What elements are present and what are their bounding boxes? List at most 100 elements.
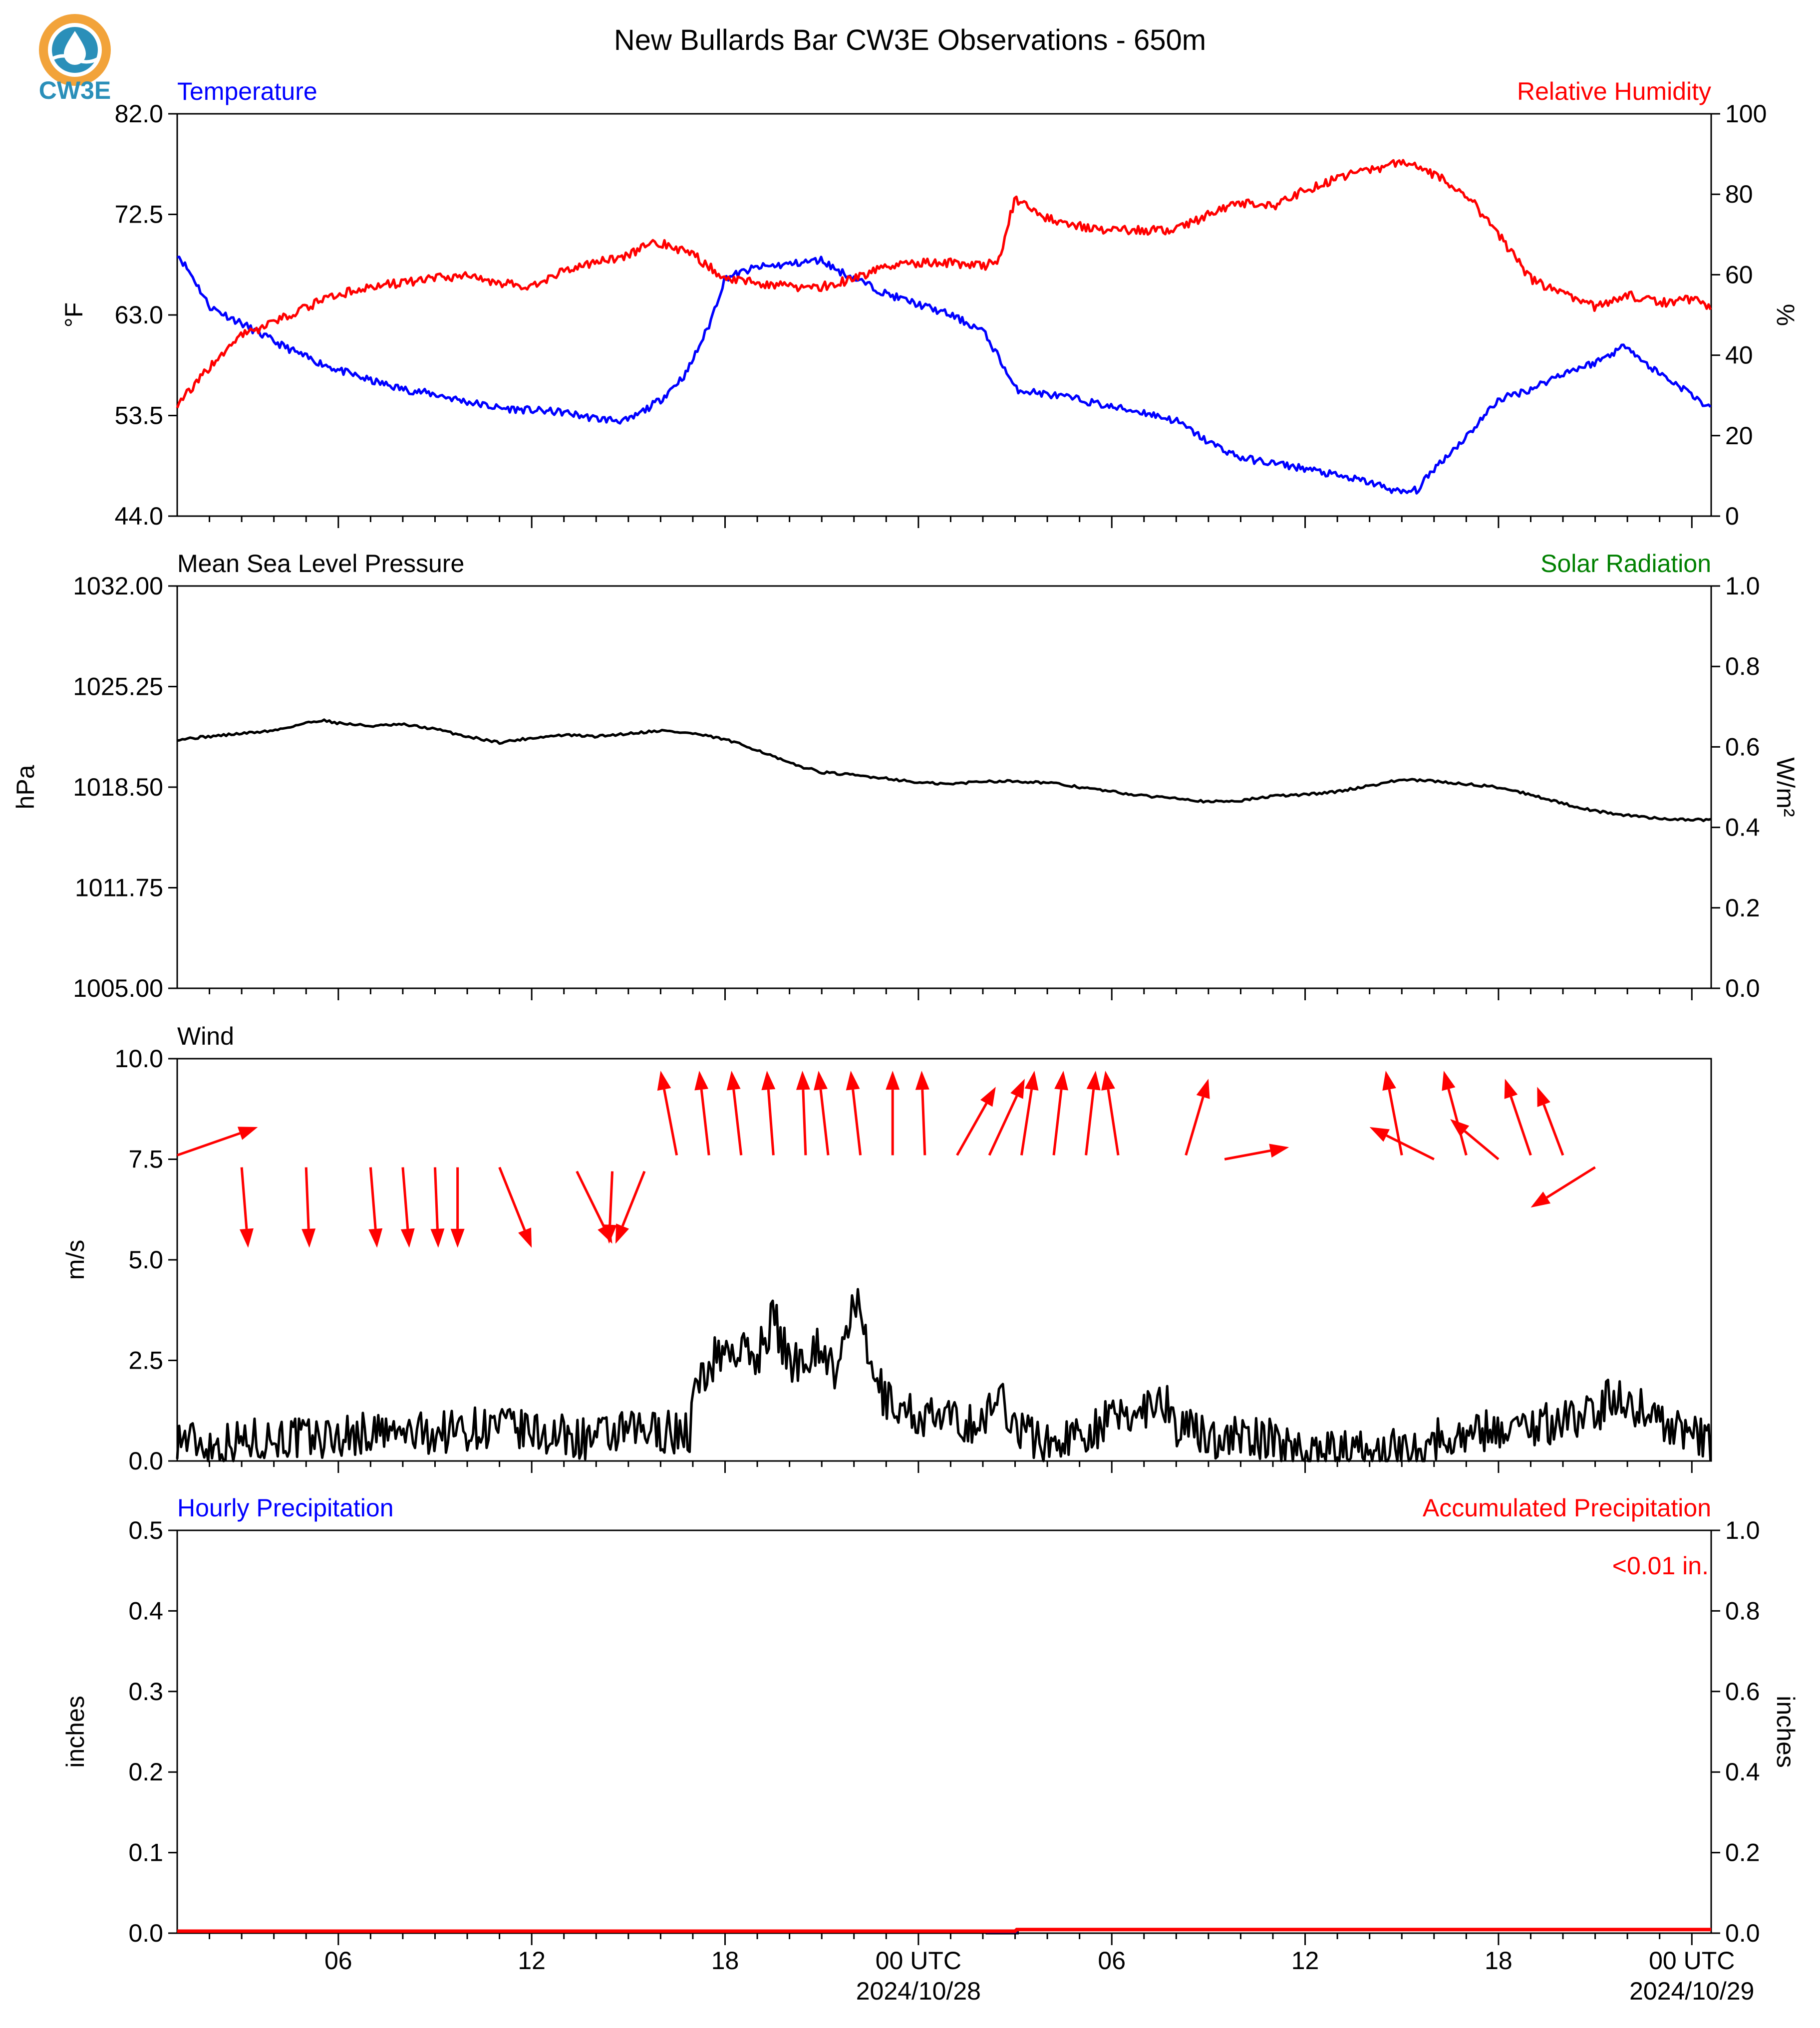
y2-tick-label: 40 [1725,341,1753,369]
wind-arrow [956,1087,996,1156]
accumulated-precip-line [177,1928,1711,1933]
wind-arrow [988,1079,1025,1156]
wind-arrow [657,1071,678,1156]
wind-arrow [302,1167,316,1248]
wind-arrow [814,1071,830,1156]
wind-line [176,1288,1712,1462]
wind-arrow [1382,1071,1403,1156]
wind-arrow [240,1167,254,1248]
y2-tick-label: 0.8 [1725,652,1760,680]
y-tick-label: 0.2 [128,1758,163,1786]
x-date-label: 2024/10/29 [1629,1977,1754,2005]
y2-tick-label: 20 [1725,422,1753,450]
wind-arrow [1537,1087,1564,1156]
y2-tick-label: 1.0 [1725,572,1760,600]
panel-right-title: Relative Humidity [1517,77,1711,105]
wind-arrow [430,1167,445,1248]
wind-arrow [1224,1144,1289,1160]
wind-arrow [886,1071,900,1156]
y-tick-label: 63.0 [115,301,163,329]
y-tick-label: 1025.25 [73,673,163,701]
y2-tick-label: 0.0 [1725,1919,1760,1947]
panel-left-title: Mean Sea Level Pressure [177,550,464,578]
y-axis-label: hPa [11,765,39,809]
wind-arrow [177,1127,258,1157]
wind-arrow [1052,1071,1068,1156]
wind-arrow [498,1166,532,1248]
y-tick-label: 10.0 [115,1045,163,1073]
wind-arrow [400,1167,415,1248]
y2-tick-label: 60 [1725,261,1753,289]
x-tick-label: 00 UTC [1649,1947,1735,1975]
y-tick-label: 5.0 [128,1246,163,1274]
x-date-label: 2024/10/28 [856,1977,981,2005]
figure-title: New Bullards Bar CW3E Observations - 650… [614,24,1206,56]
y-tick-label: 72.5 [115,201,163,229]
y2-tick-label: 0.6 [1725,733,1760,761]
y2-axis-label: inches [1772,1696,1800,1768]
y-tick-label: 2.5 [128,1347,163,1375]
y2-tick-label: 0.2 [1725,1839,1760,1867]
wind-arrow [694,1071,710,1156]
y-tick-label: 44.0 [115,502,163,530]
y-tick-label: 0.4 [128,1597,163,1625]
y-axis-label: m/s [61,1240,89,1280]
wind-arrow [1185,1079,1210,1156]
y-tick-label: 82.0 [115,100,163,128]
mean-sea-level-pressure-line [177,718,1712,823]
y-axis-label: inches [61,1696,89,1768]
precip-total-annotation: <0.01 in. [1612,1552,1709,1580]
panel-left-title: Hourly Precipitation [177,1494,394,1522]
y-tick-label: 7.5 [128,1146,163,1173]
y2-tick-label: 0.2 [1725,894,1760,922]
wind-arrow [1369,1127,1435,1160]
y2-tick-label: 0.4 [1725,1758,1760,1786]
panel-right-title: Accumulated Precipitation [1423,1494,1711,1522]
wind-arrow [726,1071,743,1156]
plot-frame [176,1529,1712,1934]
wind-arrow [846,1071,862,1156]
y2-tick-label: 0.6 [1725,1678,1760,1706]
panel-right-title: Solar Radiation [1540,550,1711,578]
temperature-humidity-panel: 82.0 72.5 63.0 53.5 44.0 100 80 60 40 20 0 Temperat… [60,77,1800,530]
wind-arrow [368,1167,383,1248]
y-tick-label: 1018.50 [73,773,163,801]
logo-text: CW3E [39,76,111,104]
temperature-line [177,256,1712,495]
y2-tick-label: 0.8 [1725,1597,1760,1625]
y2-tick-label: 0.4 [1725,814,1760,842]
y-tick-label: 1011.75 [75,874,163,902]
cw3e-logo: CW3E [39,14,111,104]
wind-arrow [603,1171,617,1244]
panels: 82.0 72.5 63.0 53.5 44.0 100 80 60 40 20 0 Temperat… [11,77,1800,2005]
wind-arrow [1085,1071,1101,1156]
y2-axis-label: W/m² [1772,757,1800,817]
x-tick-label: 18 [1485,1947,1513,1975]
y-tick-label: 0.5 [128,1516,163,1544]
y-axis-label: °F [60,302,88,328]
x-tick-label: 18 [711,1947,739,1975]
wind-arrow [1504,1079,1532,1156]
y-tick-label: 1032.00 [73,572,163,600]
wind-arrow [450,1167,465,1248]
x-tick-label: 06 [1098,1947,1126,1975]
wind-arrow [915,1071,929,1156]
wind-arrow [615,1170,646,1244]
wind-panel: 10.0 7.5 5.0 2.5 0.0 Wind m/s [61,1022,1712,1475]
y-tick-label: 0.1 [128,1839,163,1867]
x-tick-label: 00 UTC [876,1947,961,1975]
wind-arrow [1450,1119,1500,1160]
y-tick-label: 1005.00 [73,974,163,1002]
panel-left-title: Wind [177,1022,234,1050]
y-tick-label: 0.0 [128,1919,163,1947]
y-tick-label: 0.0 [128,1447,163,1475]
y2-tick-label: 100 [1725,100,1767,128]
wind-arrow [1530,1166,1596,1208]
y2-tick-label: 0.0 [1725,974,1760,1002]
wind-arrow [761,1071,776,1156]
wind-arrow [796,1071,810,1156]
y-tick-label: 0.3 [128,1678,163,1706]
y2-tick-label: 0 [1725,502,1739,530]
precipitation-panel: 0.5 0.4 0.3 0.2 0.1 0.0 1.0 0.8 0.6 0.4 0.2 0.0 Hour… [61,1494,1800,2005]
